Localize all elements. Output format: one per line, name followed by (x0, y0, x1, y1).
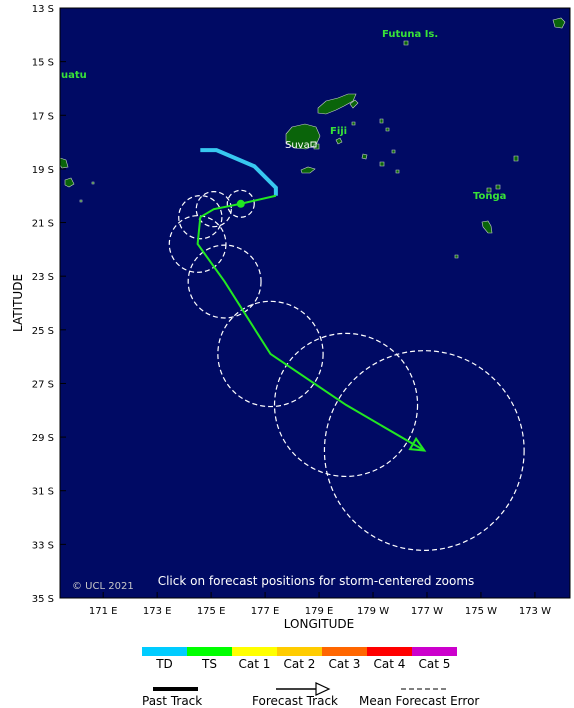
current-storm-position[interactable] (236, 199, 245, 208)
tonga-island (481, 220, 493, 234)
forecast-position-point[interactable] (419, 446, 429, 456)
forecast-track-key-label: Forecast Track (252, 694, 338, 708)
lau-island (361, 153, 368, 160)
lon-tick-label: 179 W (357, 606, 389, 617)
forecast-position-point[interactable] (236, 199, 246, 209)
axis-ticks: 13 S 15 S 17 S 19 S 21 S 23 S 25 S 27 S 29 S 31 S… (32, 4, 551, 617)
map-frame (59, 7, 571, 599)
lat-tick-label: 13 S (32, 4, 54, 15)
islet (79, 199, 83, 203)
forecast-position-point[interactable] (341, 400, 351, 410)
lat-tick-label: 29 S (32, 433, 54, 444)
legend-category-label: Cat 5 (418, 657, 451, 671)
lon-tick-label: 179 E (305, 606, 334, 617)
forecast-position-point[interactable] (209, 204, 219, 214)
legend-color-swatch (142, 647, 187, 656)
legend-color-swatch (367, 647, 412, 656)
place-label-suva: Suva (285, 140, 310, 151)
forecast-position-point[interactable] (220, 277, 230, 287)
past-track-key-label: Past Track (142, 694, 203, 708)
copyright-label: © UCL 2021 (72, 581, 134, 592)
legend-category-label: Cat 4 (373, 657, 406, 671)
lau-island (379, 161, 385, 167)
legend-category-label: Cat 2 (283, 657, 316, 671)
lon-tick-label: 171 E (89, 606, 118, 617)
forecast-error-circle (323, 350, 525, 551)
legend-category-label: Cat 3 (328, 657, 361, 671)
forecast-track-line (196, 194, 425, 452)
zoom-hint: Click on forecast positions for storm-ce… (158, 574, 475, 588)
vanua-levu-island (317, 93, 357, 115)
forecast-error-circle (195, 190, 232, 228)
legend-color-swatch (322, 647, 367, 656)
islet (454, 254, 459, 259)
ocean-background (60, 8, 570, 598)
lat-tick-label: 35 S (32, 594, 54, 605)
tonga-island (495, 184, 501, 190)
futuna-island (552, 17, 566, 29)
map-grid (60, 7, 536, 599)
suva-marker (310, 141, 317, 148)
x-axis-label: LONGITUDE (284, 617, 354, 631)
forecast-position-point[interactable] (265, 349, 275, 359)
islet (403, 40, 409, 46)
forecast-position-point[interactable] (195, 212, 205, 222)
forecast-position-point[interactable] (193, 239, 203, 249)
lat-tick-label: 17 S (32, 111, 54, 122)
lon-tick-label: 177 E (251, 606, 280, 617)
y-axis-label: LATITUDE (11, 274, 25, 332)
lon-tick-label: 173 E (143, 606, 172, 617)
legend-category-label: TD (156, 657, 173, 671)
legend-category-label: TS (202, 657, 217, 671)
islands-layer (59, 17, 566, 259)
past-track-line (200, 148, 278, 196)
lat-tick-label: 27 S (32, 379, 54, 390)
kadavu-island (300, 166, 316, 174)
lon-tick-label: 173 W (519, 606, 551, 617)
place-label-tonga: Tonga (473, 191, 506, 202)
islet (91, 181, 95, 185)
islet (391, 149, 396, 154)
legend-color-swatch (232, 647, 277, 656)
legend-color-swatch (277, 647, 322, 656)
lat-tick-label: 21 S (32, 219, 54, 230)
taveuni-island (349, 99, 359, 109)
lon-tick-label: 177 W (411, 606, 443, 617)
lat-tick-label: 19 S (32, 165, 54, 176)
islet (351, 121, 356, 126)
lat-tick-label: 15 S (32, 58, 54, 69)
forecast-error-circles (168, 189, 525, 551)
vanuatu-island (64, 177, 75, 188)
forecast-error-circle (168, 215, 227, 273)
islet (385, 127, 390, 132)
lat-tick-label: 31 S (32, 487, 54, 498)
islet (395, 169, 400, 174)
mean-error-key-label: Mean Forecast Error (359, 694, 480, 708)
islet (513, 155, 519, 162)
lat-tick-label: 33 S (32, 540, 54, 551)
forecast-error-circle (178, 194, 223, 240)
forecast-track-arrowhead (408, 436, 427, 452)
forecast-error-circle (217, 300, 324, 408)
legend-category-label: Cat 1 (238, 657, 271, 671)
tonga-island (486, 187, 492, 193)
forecast-error-circle (187, 244, 262, 319)
islet (379, 118, 384, 124)
place-label-fiji: Fiji (330, 126, 347, 137)
forecast-error-circle (273, 332, 419, 478)
legend-color-swatch (412, 647, 457, 656)
legend-color-swatch (187, 647, 232, 656)
lat-tick-label: 23 S (32, 272, 54, 283)
lat-tick-label: 25 S (32, 326, 54, 337)
lon-tick-label: 175 E (197, 606, 226, 617)
koro-island (335, 137, 343, 145)
lon-tick-label: 175 W (465, 606, 497, 617)
place-label-futuna: Futuna Is. (382, 29, 438, 40)
forecast-error-circle (226, 189, 255, 218)
place-label-vanuatu: uatu (61, 70, 87, 81)
